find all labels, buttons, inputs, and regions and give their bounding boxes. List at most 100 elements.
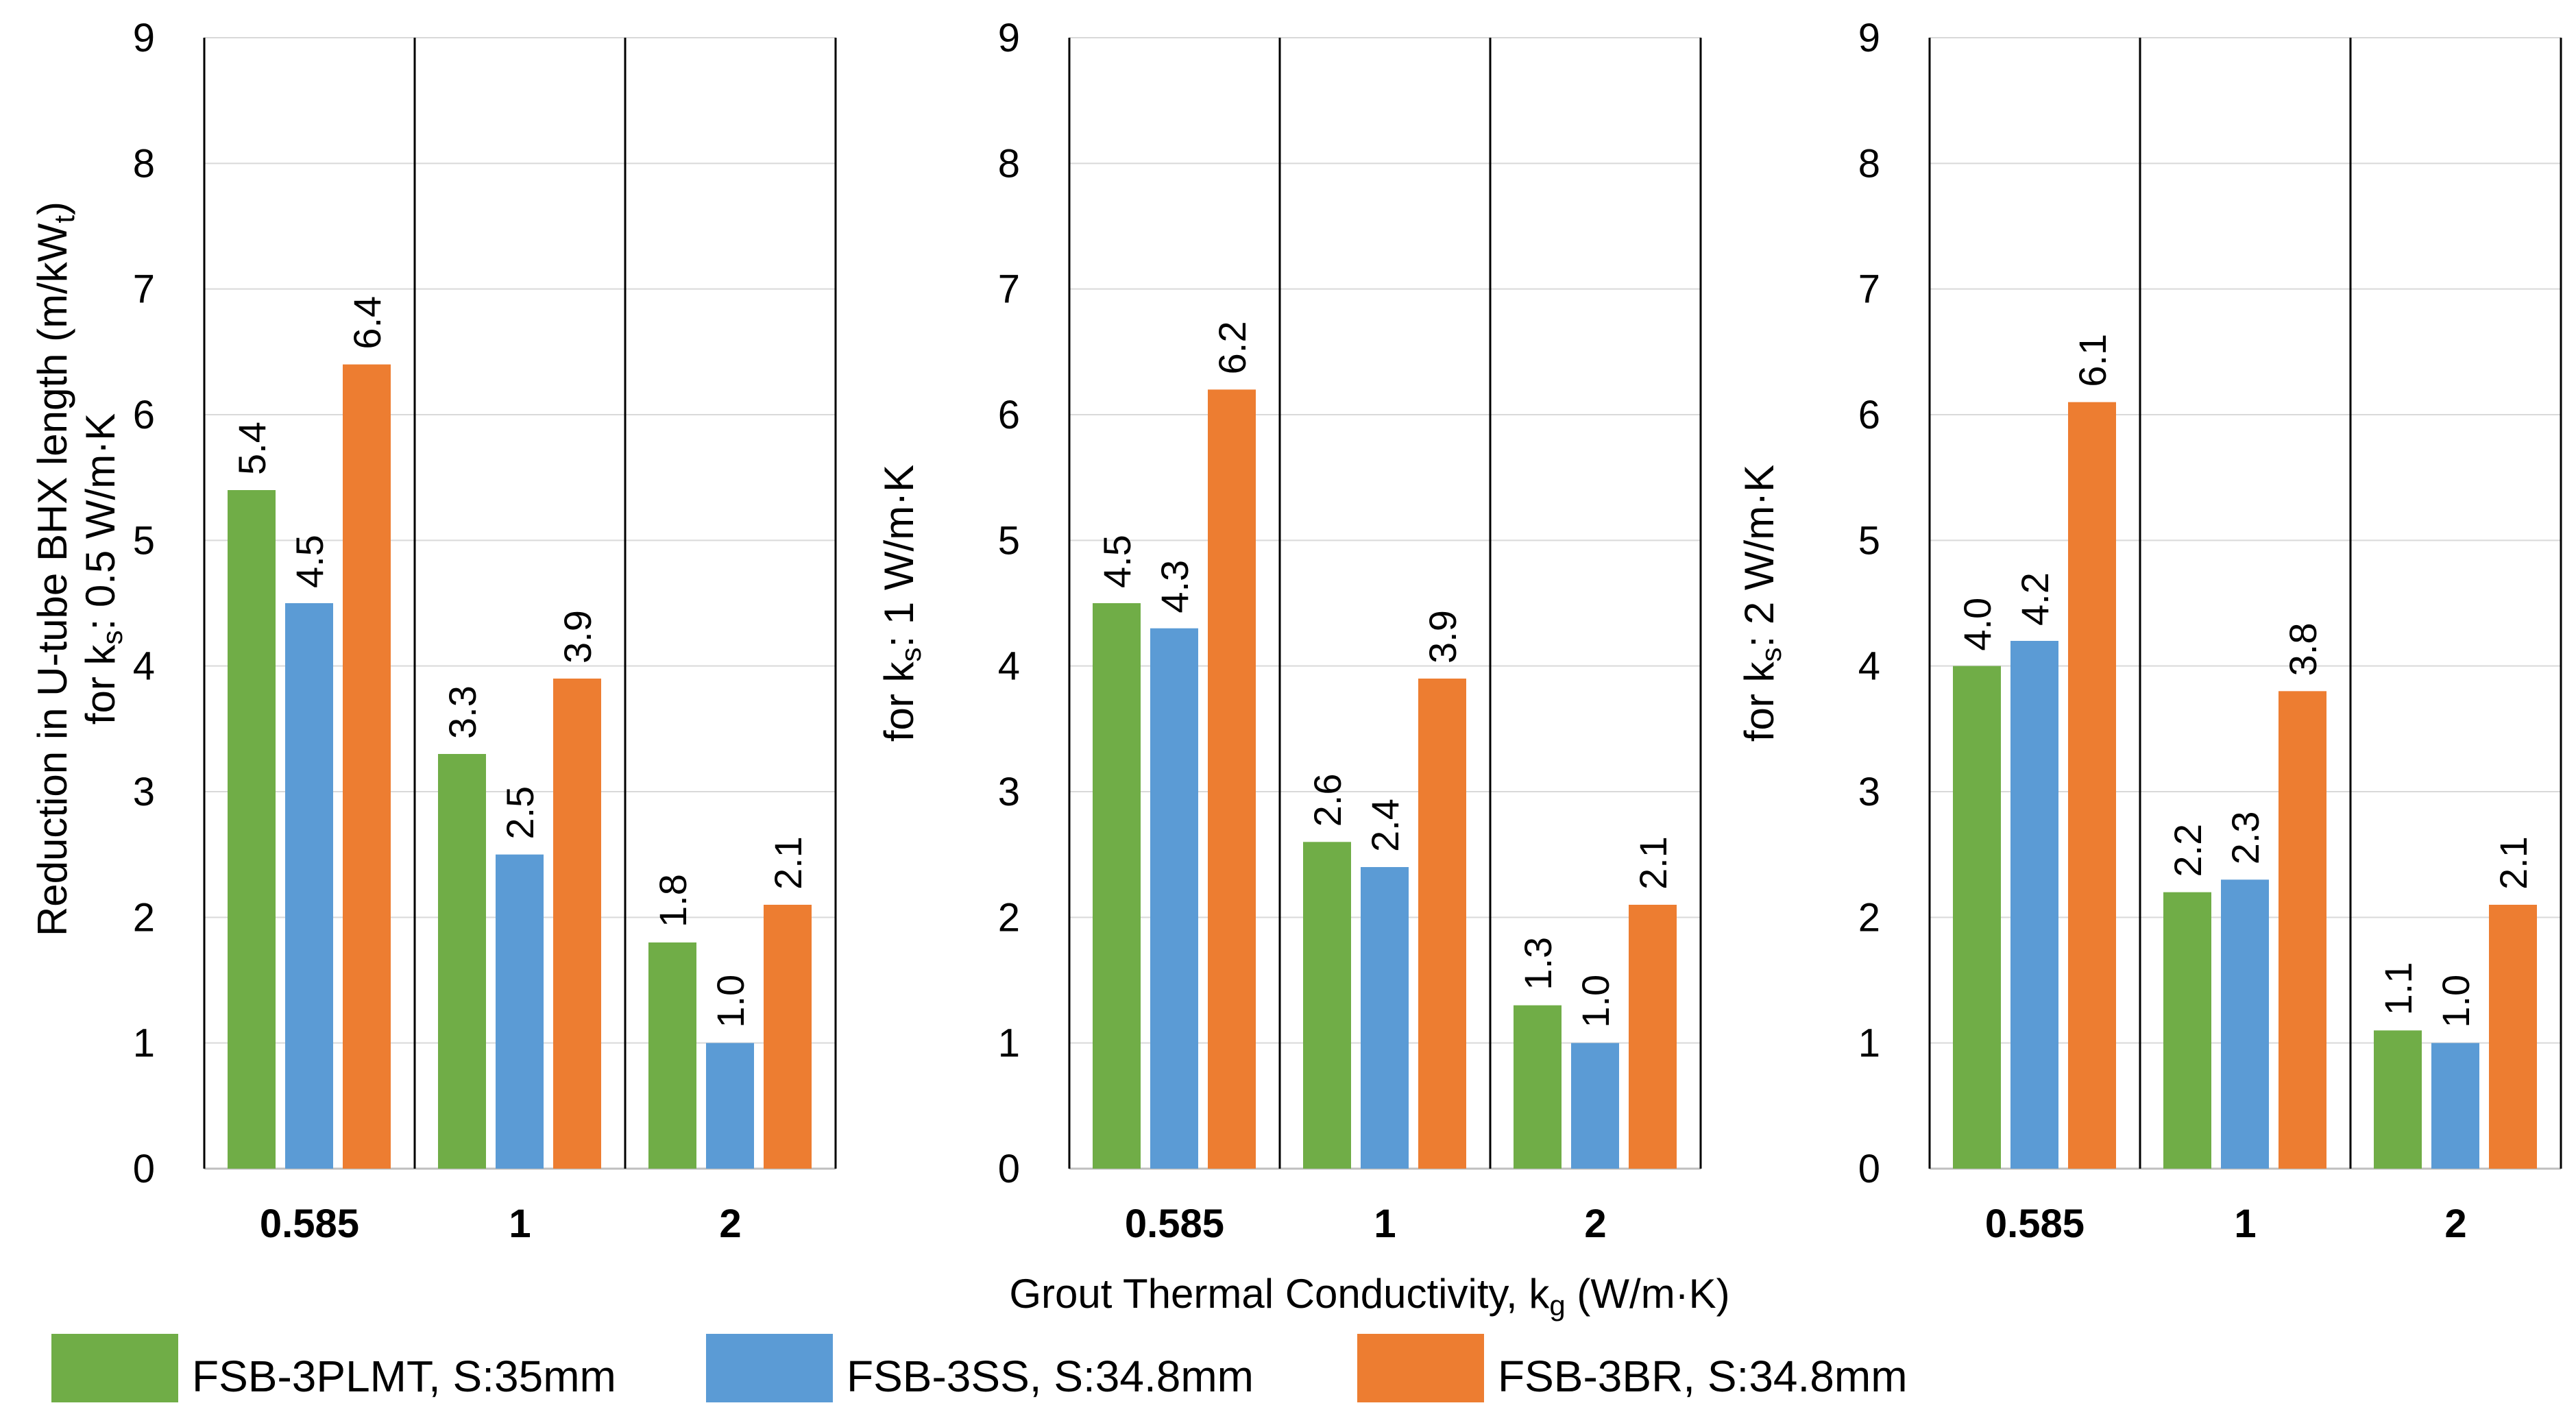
data-label: 1.8 [651,874,694,927]
y-tick-label: 3 [1858,770,1880,814]
chart-panel-3: 0 1 2 3 4 5 6 7 8 9 for ks: 2 W/m·K 0.585 4.0 4.2 6.1 1… [1736,16,2562,1246]
data-label: 4.3 [1153,560,1196,613]
data-label: 1.0 [2434,975,2477,1028]
data-label: 3.8 [2281,622,2324,676]
y-tick-label: 5 [133,518,155,563]
y-tick-label: 5 [998,518,1020,563]
data-label: 2.1 [766,836,810,890]
y-tick-label: 1 [1858,1021,1880,1066]
y-axis-label: for ks: 1 W/m·K [876,465,927,742]
data-label: 2.6 [1306,773,1349,827]
bar [1571,1043,1619,1169]
y-tick-label: 7 [998,267,1020,312]
bar [496,854,544,1169]
data-label: 1.1 [2377,962,2420,1015]
data-label: 6.4 [345,296,389,350]
chart-panel-1: 0 1 2 3 4 5 6 7 8 9 Reduction in U-tube BHX length… [29,16,837,1246]
y-tick-label: 4 [133,644,155,689]
bar [343,364,391,1169]
bar [228,490,276,1169]
y-tick-label: 9 [133,16,155,60]
y-tick-label: 7 [133,267,155,312]
bar [2374,1030,2422,1169]
y-tick-label: 8 [1858,141,1880,186]
bar [1303,842,1351,1169]
category-label: 0.585 [1125,1202,1224,1246]
bar [2279,691,2326,1169]
data-label: 1.3 [1516,937,1559,990]
data-label: 3.9 [1421,610,1464,663]
y-tick-label: 0 [1858,1147,1880,1191]
data-label: 3.3 [441,685,484,739]
bar [2489,905,2537,1169]
x-axis-label: Grout Thermal Conductivity, kg (W/m·K) [1009,1271,1729,1322]
y-tick-label: 3 [998,770,1020,814]
data-label: 4.2 [2013,572,2056,626]
y-tick-label: 0 [133,1147,155,1191]
data-label: 2.2 [2166,824,2209,877]
legend-swatch [51,1334,178,1402]
legend-label: FSB-3PLMT, S:35mm [192,1352,616,1401]
category-label: 2 [2444,1202,2466,1246]
data-label: 2.1 [2492,836,2535,890]
bar [1629,905,1677,1169]
bar [1093,603,1141,1169]
data-label: 3.9 [556,610,599,663]
y-tick-label: 3 [133,770,155,814]
y-tick-label: 2 [1858,895,1880,940]
bar [1150,628,1198,1169]
y-tick-label: 1 [998,1021,1020,1066]
bar [553,679,601,1169]
chart-panels: 0 1 2 3 4 5 6 7 8 9 Reduction in U-tube BHX length… [29,16,2562,1246]
bar [1953,666,2001,1169]
legend-label: FSB-3SS, S:34.8mm [847,1352,1254,1401]
category-label: 0.585 [260,1202,359,1246]
data-label: 4.5 [1095,535,1139,588]
y-tick-label: 8 [133,141,155,186]
legend-entry: FSB-3SS, S:34.8mm [706,1334,1254,1402]
data-label: 4.5 [288,535,331,588]
data-label: 1.0 [709,975,752,1028]
category-label: 2 [1584,1202,1606,1246]
y-tick-label: 6 [133,393,155,437]
legend-entry: FSB-3BR, S:34.8mm [1357,1334,1908,1402]
data-label: 4.0 [1956,598,1999,651]
y-tick-label: 1 [133,1021,155,1066]
bar [1208,389,1256,1169]
bar [1361,867,1409,1169]
bar [2221,879,2269,1169]
bar [2431,1043,2479,1169]
y-tick-label: 5 [1858,518,1880,563]
bar [1418,679,1466,1169]
legend: FSB-3PLMT, S:35mm FSB-3SS, S:34.8mm FSB-3B… [51,1334,1908,1402]
legend-swatch [706,1334,833,1402]
data-label: 2.5 [498,786,542,840]
legend-swatch [1357,1334,1484,1402]
bar [438,754,486,1169]
data-label: 5.4 [230,422,274,475]
y-tick-label: 2 [998,895,1020,940]
y-tick-label: 0 [998,1147,1020,1191]
data-label: 2.1 [1631,836,1675,890]
y-tick-label: 4 [998,644,1020,689]
bar [764,905,812,1169]
y-axis-label: for ks: 0.5 W/m·K [77,413,128,724]
bar [706,1043,754,1169]
y-tick-label: 6 [1858,393,1880,437]
category-label: 0.585 [1985,1202,2085,1246]
data-label: 6.2 [1211,321,1254,374]
y-tick-label: 4 [1858,644,1880,689]
category-label: 2 [719,1202,741,1246]
y-tick-label: 2 [133,895,155,940]
y-axis-label: for ks: 2 W/m·K [1736,465,1787,742]
legend-entry: FSB-3PLMT, S:35mm [51,1334,616,1402]
y-tick-label: 9 [1858,16,1880,60]
bar [1514,1005,1562,1169]
category-label: 1 [509,1202,531,1246]
category-label: 1 [2234,1202,2256,1246]
y-tick-label: 8 [998,141,1020,186]
y-tick-label: 7 [1858,267,1880,312]
y-tick-label: 9 [998,16,1020,60]
legend-label: FSB-3BR, S:34.8mm [1498,1352,1908,1401]
